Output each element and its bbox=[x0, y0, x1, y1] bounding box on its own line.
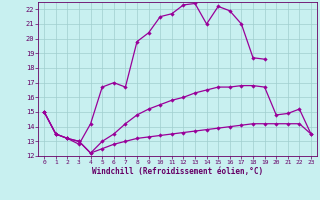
X-axis label: Windchill (Refroidissement éolien,°C): Windchill (Refroidissement éolien,°C) bbox=[92, 167, 263, 176]
